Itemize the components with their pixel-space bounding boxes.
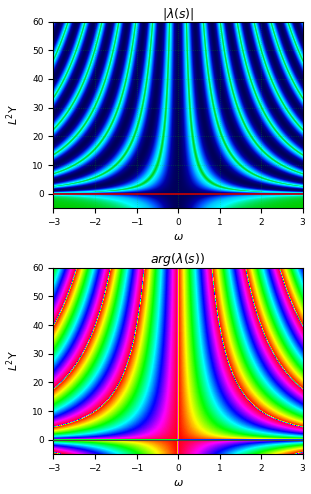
Title: $|\lambda(s)|$: $|\lambda(s)|$ [162, 5, 194, 22]
X-axis label: $\omega$: $\omega$ [173, 232, 183, 243]
Title: $arg(\lambda(s))$: $arg(\lambda(s))$ [151, 250, 206, 268]
Y-axis label: $L^2\Upsilon$: $L^2\Upsilon$ [4, 104, 21, 125]
Y-axis label: $L^2\Upsilon$: $L^2\Upsilon$ [4, 350, 21, 371]
X-axis label: $\omega$: $\omega$ [173, 479, 183, 489]
